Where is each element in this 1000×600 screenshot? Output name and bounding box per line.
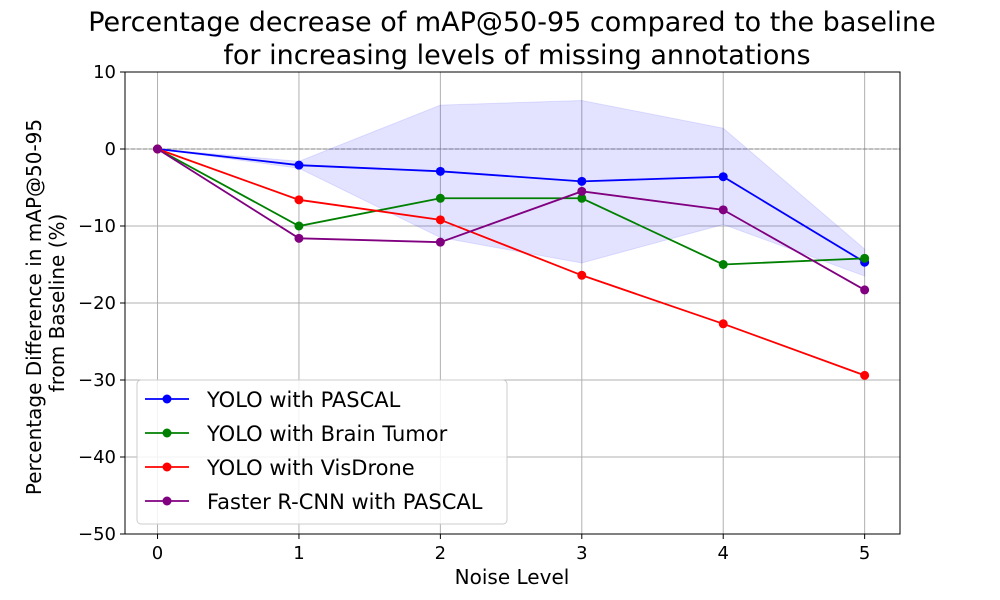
data-point	[718, 260, 728, 269]
y-tick-label: −40	[78, 447, 116, 468]
band-area	[157, 99, 866, 277]
series-line	[157, 148, 866, 263]
y-tick-label: −30	[78, 370, 116, 391]
x-tick-label: 3	[576, 543, 587, 564]
x-tick-label: 2	[435, 543, 446, 564]
confidence-band	[157, 99, 866, 277]
data-point	[718, 172, 728, 182]
legend-label: YOLO with PASCAL	[206, 388, 401, 412]
data-point	[577, 176, 587, 186]
data-point	[435, 166, 445, 176]
x-tick-label: 5	[859, 543, 870, 564]
legend-marker	[162, 394, 172, 404]
data-point	[718, 205, 728, 215]
series-line	[157, 148, 865, 266]
data-point	[294, 160, 304, 170]
y-axis-ticks: 10 0 −10 −20 −30 −40 −50	[78, 62, 125, 545]
data-point	[435, 237, 445, 247]
y-tick-label: 10	[93, 62, 116, 83]
y-axis-label-line1: Percentage Difference in mAP@50-95	[22, 119, 46, 495]
legend-label: Faster R-CNN with PASCAL	[207, 490, 483, 514]
x-axis-ticks: 0 1 2 3 4 5	[152, 534, 870, 564]
chart-title-line1: Percentage decrease of mAP@50-95 compare…	[88, 7, 936, 38]
y-tick-label: −50	[78, 524, 116, 545]
data-point	[435, 215, 445, 225]
data-point	[577, 193, 587, 203]
data-point	[860, 285, 870, 295]
data-point	[577, 186, 587, 196]
chart-title-line2: for increasing levels of missing annotat…	[223, 40, 810, 71]
y-axis-label-line2: from Baseline (%)	[45, 214, 69, 393]
x-tick-label: 4	[717, 543, 728, 564]
data-point	[860, 253, 870, 263]
data-point	[294, 233, 304, 243]
series-line	[157, 148, 865, 377]
x-tick-label: 0	[152, 543, 163, 564]
data-point	[577, 270, 587, 280]
legend-label: YOLO with VisDrone	[206, 456, 415, 480]
x-tick-label: 1	[293, 543, 304, 564]
legend-marker	[162, 462, 172, 472]
x-axis-label: Noise Level	[455, 565, 570, 589]
data-point	[860, 370, 870, 380]
data-point	[718, 319, 728, 329]
series-group	[153, 144, 870, 380]
legend-box	[136, 379, 508, 525]
legend: YOLO with PASCAL YOLO with Brain Tumor YOL…	[136, 379, 508, 525]
y-tick-label: −20	[78, 293, 116, 314]
data-point	[294, 221, 304, 231]
y-tick-label: −10	[78, 216, 116, 237]
data-point	[294, 195, 304, 205]
y-tick-label: 0	[105, 139, 116, 160]
series-line	[157, 148, 866, 291]
legend-label: YOLO with Brain Tumor	[206, 422, 448, 446]
legend-marker	[162, 496, 172, 506]
data-point	[435, 193, 445, 203]
data-point	[153, 144, 163, 154]
legend-marker	[162, 428, 172, 438]
